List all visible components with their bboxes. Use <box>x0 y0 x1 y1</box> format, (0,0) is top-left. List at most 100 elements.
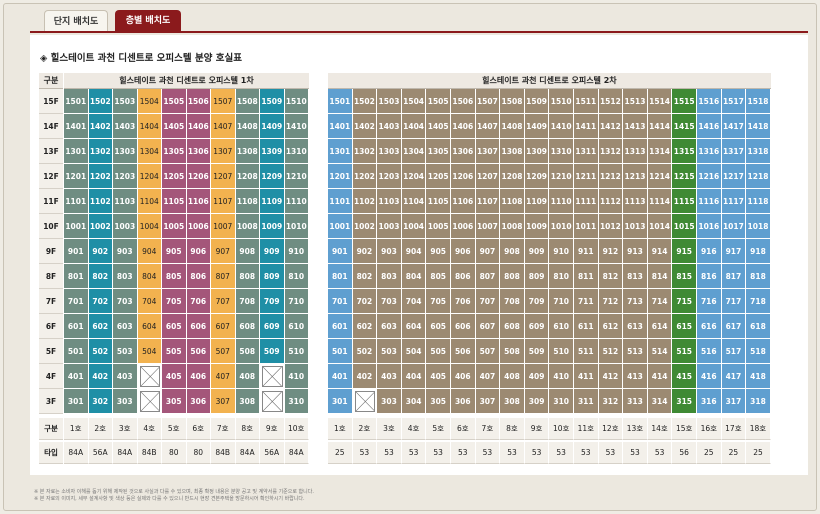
unit-cell[interactable]: 1309 <box>260 139 285 164</box>
unit-cell[interactable]: 1501 <box>328 89 353 114</box>
unit-cell[interactable]: 611 <box>574 314 599 339</box>
unit-cell[interactable]: 1317 <box>721 139 747 164</box>
unit-cell[interactable]: 704 <box>137 289 162 314</box>
unit-cell[interactable]: 301 <box>328 389 353 414</box>
unit-cell[interactable]: 903 <box>113 239 138 264</box>
unit-cell[interactable]: 406 <box>451 364 476 389</box>
unit-cell[interactable]: 1305 <box>426 139 451 164</box>
unit-cell[interactable]: 504 <box>137 339 162 364</box>
unit-cell[interactable]: 408 <box>235 364 260 389</box>
unit-cell[interactable]: 608 <box>235 314 260 339</box>
unit-cell[interactable]: 414 <box>647 364 673 389</box>
unit-cell[interactable]: 811 <box>574 264 599 289</box>
unit-cell[interactable]: 705 <box>162 289 187 314</box>
unit-cell[interactable]: 813 <box>623 264 648 289</box>
unit-cell[interactable]: 1506 <box>186 89 211 114</box>
unit-cell[interactable]: 1510 <box>284 89 309 114</box>
unit-cell[interactable]: 814 <box>647 264 673 289</box>
unit-cell[interactable]: 1404 <box>401 114 427 139</box>
unit-cell[interactable]: 1002 <box>88 214 113 239</box>
unit-cell[interactable]: 502 <box>352 339 378 364</box>
unit-cell[interactable]: 517 <box>721 339 747 364</box>
unit-cell[interactable]: 808 <box>235 264 260 289</box>
unit-cell[interactable]: 305 <box>426 389 451 414</box>
unit-cell[interactable]: 614 <box>647 314 673 339</box>
unit-cell[interactable]: 1207 <box>211 164 236 189</box>
unit-cell[interactable]: 507 <box>211 339 236 364</box>
unit-cell[interactable]: 1108 <box>500 189 525 214</box>
unit-cell[interactable]: 1408 <box>235 114 260 139</box>
unit-cell[interactable]: 413 <box>623 364 648 389</box>
unit-cell[interactable]: 1101 <box>64 189 89 214</box>
unit-cell[interactable]: 706 <box>186 289 211 314</box>
unit-cell[interactable]: 905 <box>426 239 451 264</box>
unit-cell[interactable]: 906 <box>186 239 211 264</box>
unit-cell[interactable]: 516 <box>697 339 722 364</box>
unit-cell[interactable]: 315 <box>672 389 697 414</box>
unit-cell[interactable]: 805 <box>426 264 451 289</box>
unit-cell[interactable]: 1115 <box>672 189 697 214</box>
unit-cell[interactable]: 402 <box>88 364 113 389</box>
unit-cell[interactable]: 1306 <box>451 139 476 164</box>
unit-cell[interactable]: 312 <box>598 389 624 414</box>
unit-cell[interactable]: 801 <box>328 264 353 289</box>
unit-cell[interactable]: 1410 <box>549 114 574 139</box>
unit-cell[interactable]: 410 <box>549 364 574 389</box>
unit-cell[interactable]: 401 <box>328 364 353 389</box>
unit-cell[interactable]: 501 <box>64 339 89 364</box>
unit-cell[interactable]: 303 <box>113 389 138 414</box>
unit-cell[interactable]: 515 <box>672 339 697 364</box>
unit-cell[interactable]: 415 <box>672 364 697 389</box>
unit-cell[interactable]: 309 <box>524 389 550 414</box>
unit-cell[interactable]: 403 <box>113 364 138 389</box>
unit-cell[interactable]: 1412 <box>598 114 624 139</box>
unit-cell[interactable]: 702 <box>88 289 113 314</box>
unit-cell[interactable]: 1416 <box>697 114 722 139</box>
unit-cell[interactable]: 503 <box>113 339 138 364</box>
unit-cell[interactable]: 1102 <box>88 189 113 214</box>
unit-cell[interactable]: 1006 <box>451 214 476 239</box>
unit-cell[interactable]: 902 <box>88 239 113 264</box>
unit-cell[interactable]: 1005 <box>162 214 187 239</box>
unit-cell[interactable]: 612 <box>598 314 624 339</box>
unit-cell[interactable]: 903 <box>377 239 402 264</box>
unit-cell[interactable]: 907 <box>211 239 236 264</box>
unit-cell[interactable]: 1205 <box>426 164 451 189</box>
unit-cell[interactable]: 1503 <box>113 89 138 114</box>
unit-cell[interactable]: 1001 <box>64 214 89 239</box>
unit-cell[interactable]: 1108 <box>235 189 260 214</box>
unit-cell[interactable]: 1014 <box>647 214 673 239</box>
unit-cell[interactable]: 1105 <box>426 189 451 214</box>
unit-cell[interactable]: 1109 <box>524 189 550 214</box>
unit-cell[interactable]: 906 <box>451 239 476 264</box>
unit-cell[interactable]: 1209 <box>524 164 550 189</box>
unit-cell[interactable]: 1507 <box>475 89 501 114</box>
unit-cell[interactable]: 1310 <box>549 139 574 164</box>
unit-cell[interactable]: 708 <box>500 289 525 314</box>
unit-cell[interactable]: 307 <box>475 389 501 414</box>
unit-cell[interactable]: 511 <box>574 339 599 364</box>
unit-cell[interactable]: 1106 <box>186 189 211 214</box>
unit-cell[interactable]: 509 <box>524 339 550 364</box>
unit-cell[interactable]: 610 <box>549 314 574 339</box>
unit-cell[interactable]: 407 <box>475 364 501 389</box>
unit-cell[interactable]: 1304 <box>401 139 427 164</box>
unit-cell[interactable]: 306 <box>186 389 211 414</box>
unit-cell[interactable]: 412 <box>598 364 624 389</box>
unit-cell[interactable]: 1401 <box>328 114 353 139</box>
unit-cell[interactable]: 710 <box>284 289 309 314</box>
unit-cell[interactable]: 1201 <box>64 164 89 189</box>
unit-cell[interactable]: 1017 <box>721 214 747 239</box>
unit-cell[interactable]: 1018 <box>746 214 771 239</box>
unit-cell[interactable]: 1405 <box>426 114 451 139</box>
unit-cell[interactable]: 1113 <box>623 189 648 214</box>
unit-cell[interactable]: 510 <box>549 339 574 364</box>
unit-cell[interactable]: 1315 <box>672 139 697 164</box>
unit-cell[interactable]: 1213 <box>623 164 648 189</box>
unit-cell[interactable]: 601 <box>64 314 89 339</box>
unit-cell[interactable]: 602 <box>88 314 113 339</box>
unit-cell[interactable]: 1117 <box>721 189 747 214</box>
unit-cell[interactable]: 1003 <box>113 214 138 239</box>
unit-cell[interactable]: 808 <box>500 264 525 289</box>
unit-cell[interactable]: 505 <box>426 339 451 364</box>
